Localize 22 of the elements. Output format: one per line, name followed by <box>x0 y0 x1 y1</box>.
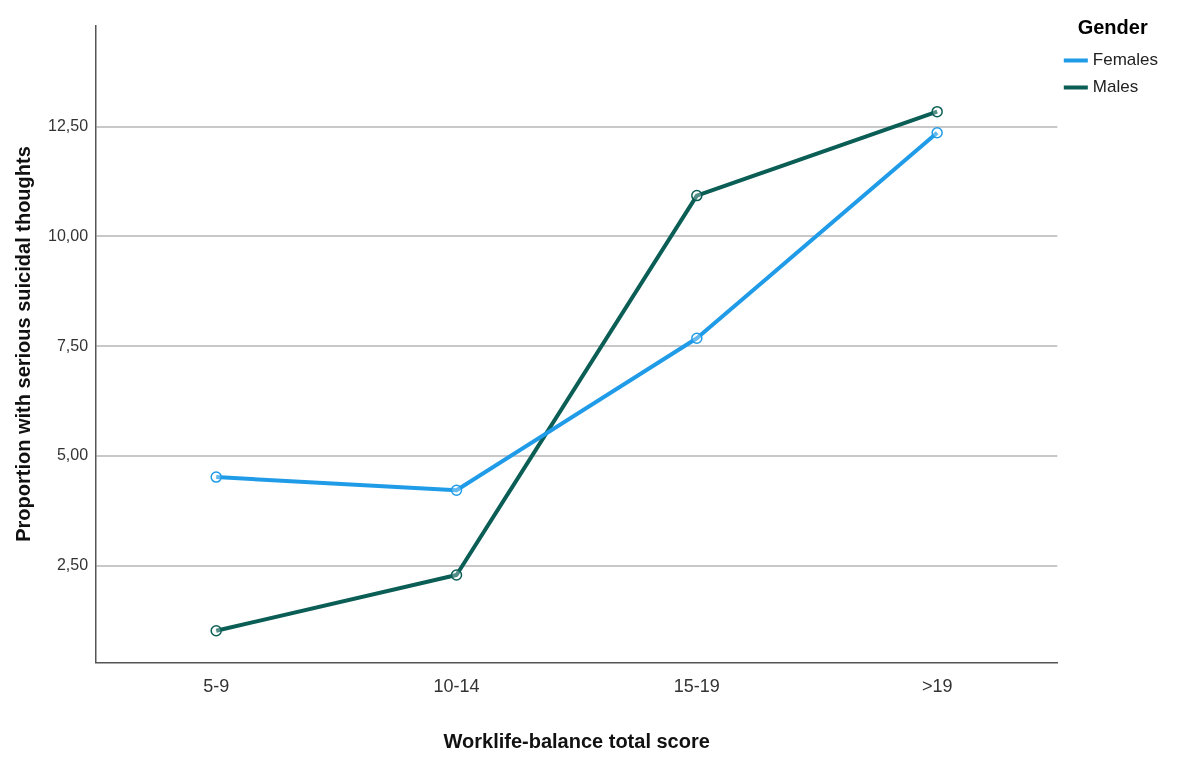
legend-label: Females <box>1092 50 1158 70</box>
x-tick-label: >19 <box>921 676 953 697</box>
y-tick-label: 12,50 <box>47 117 89 135</box>
point <box>691 332 703 345</box>
legend-label: Males <box>1092 77 1139 97</box>
y-tick-label: 7,50 <box>56 336 89 354</box>
x-tick-label: 15-19 <box>673 676 720 697</box>
point <box>931 105 943 118</box>
point <box>450 484 463 496</box>
point <box>210 625 222 637</box>
y-tick-label: 2,50 <box>56 556 89 574</box>
x-axis-title: Worklife-balance total score <box>443 729 710 752</box>
y-tick-label: 10,00 <box>47 226 89 244</box>
point <box>691 189 703 202</box>
point <box>450 569 463 581</box>
point <box>210 471 222 483</box>
legend-title: Gender <box>1077 15 1148 38</box>
point <box>931 127 943 139</box>
y-axis-title: Proportion with serious suicidal thoughts <box>11 146 34 542</box>
x-tick-label: 10-14 <box>433 676 480 697</box>
x-tick-label: 5-9 <box>203 676 230 697</box>
y-tick-label: 5,00 <box>56 446 89 464</box>
